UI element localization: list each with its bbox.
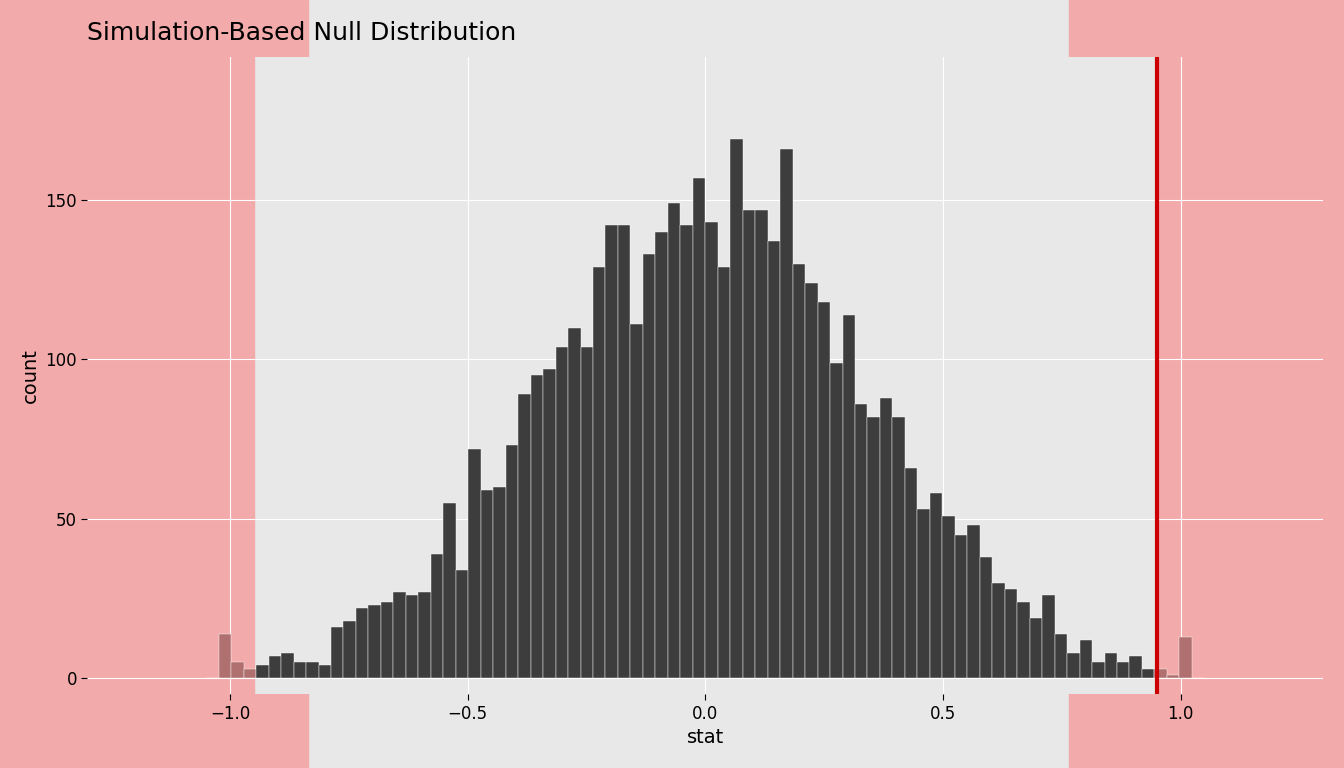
Bar — [293, 662, 306, 678]
Bar — [954, 535, 968, 678]
Bar — [243, 669, 257, 678]
Bar — [918, 509, 930, 678]
Bar — [843, 315, 855, 678]
Bar — [231, 662, 243, 678]
Bar — [867, 417, 880, 678]
Bar — [1167, 675, 1180, 678]
Bar — [831, 362, 843, 678]
Bar — [968, 525, 980, 678]
Bar — [855, 404, 867, 678]
Bar — [656, 232, 668, 678]
Bar — [593, 267, 606, 678]
Bar — [468, 449, 481, 678]
Bar — [706, 222, 718, 678]
Bar — [718, 267, 730, 678]
Bar — [87, 57, 254, 694]
Bar — [942, 515, 954, 678]
Bar — [418, 592, 431, 678]
Bar — [394, 592, 406, 678]
Bar — [555, 346, 569, 678]
Bar — [444, 503, 456, 678]
Bar — [793, 263, 805, 678]
Bar — [505, 445, 519, 678]
Bar — [493, 487, 505, 678]
Bar — [531, 376, 543, 678]
Bar — [1105, 653, 1117, 678]
Bar — [692, 177, 706, 678]
Bar — [1142, 669, 1154, 678]
Bar — [581, 346, 593, 678]
Bar — [780, 149, 793, 678]
Bar — [992, 583, 1005, 678]
Bar — [1067, 653, 1079, 678]
X-axis label: stat: stat — [687, 728, 724, 747]
Bar — [980, 557, 992, 678]
Bar — [1117, 662, 1129, 678]
Bar — [642, 254, 656, 678]
Bar — [1030, 617, 1042, 678]
Bar — [1154, 669, 1167, 678]
Bar — [1180, 637, 1192, 678]
Bar — [306, 662, 319, 678]
Bar — [257, 666, 269, 678]
Bar — [431, 554, 444, 678]
Bar — [481, 490, 493, 678]
Bar — [680, 226, 692, 678]
Bar — [767, 241, 780, 678]
Bar — [892, 417, 905, 678]
Bar — [569, 327, 581, 678]
Bar — [1093, 662, 1105, 678]
Bar — [630, 324, 642, 678]
Bar — [1157, 57, 1322, 694]
Bar — [1079, 640, 1093, 678]
Bar — [269, 656, 281, 678]
Bar — [519, 395, 531, 678]
Bar — [406, 595, 418, 678]
Bar — [805, 283, 817, 678]
Bar — [880, 398, 892, 678]
Bar — [456, 570, 468, 678]
Bar — [755, 210, 767, 678]
Bar — [743, 210, 755, 678]
Bar — [1055, 634, 1067, 678]
Bar — [930, 493, 942, 678]
Y-axis label: count: count — [22, 348, 40, 402]
Bar — [219, 634, 231, 678]
Bar — [543, 369, 555, 678]
Bar — [368, 605, 380, 678]
Bar — [319, 666, 331, 678]
Bar — [1129, 656, 1142, 678]
Bar — [606, 226, 618, 678]
Bar — [668, 204, 680, 678]
Bar — [356, 608, 368, 678]
Bar — [281, 653, 293, 678]
Bar — [618, 226, 630, 678]
Bar — [331, 627, 344, 678]
Bar — [905, 468, 918, 678]
Bar — [1017, 602, 1030, 678]
Bar — [1042, 595, 1055, 678]
Bar — [1005, 589, 1017, 678]
Bar — [344, 621, 356, 678]
Bar — [817, 302, 831, 678]
Bar — [380, 602, 394, 678]
Bar — [730, 140, 743, 678]
Text: Simulation-Based Null Distribution: Simulation-Based Null Distribution — [87, 21, 516, 45]
